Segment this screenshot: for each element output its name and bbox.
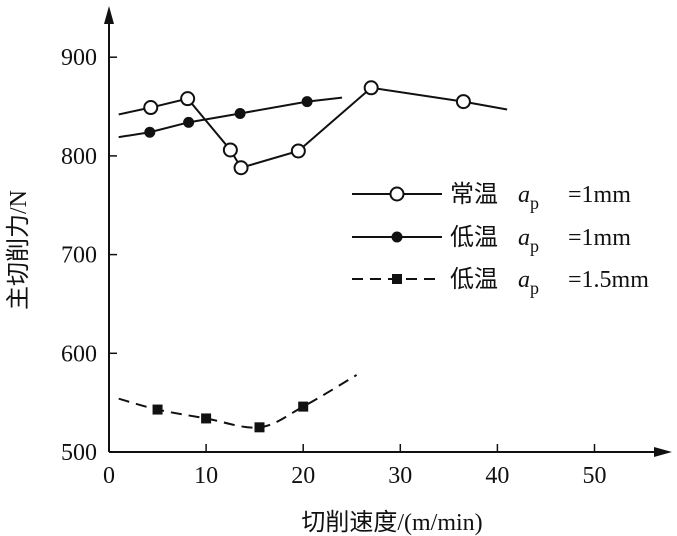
x-tick-label: 20 [291,463,315,489]
tick-labels: 0 10 20 30 40 50 500 600 700 800 900 [61,45,607,489]
legend-ap-value: =1.5mm [568,267,649,293]
legend-series-name: 低温 [450,266,498,293]
legend-item: 低温 ap =1.5mm [352,266,649,298]
series-2-point [183,116,195,128]
legend-ap-value: =1mm [568,182,631,208]
series-3-point [152,404,163,415]
series-1-point [180,91,196,107]
legend-ap-value: =1mm [568,225,631,251]
series-curves [118,86,508,429]
legend-ap-label: ap [518,267,539,298]
axes [104,6,672,457]
series-2-point [234,107,246,119]
ap-symbol: a [518,225,530,251]
legend-series-name: 低温 [450,224,498,251]
ap-subscript: p [530,278,539,298]
x-tick-label: 30 [388,463,412,489]
series-markers [143,80,471,433]
series-1-point [222,142,238,158]
series-2-point [144,126,156,138]
x-tick-label: 10 [194,463,218,489]
x-tick-label: 50 [583,463,607,489]
legend-marker [392,274,402,284]
series-2-point [301,96,313,108]
series-3-line [118,374,358,429]
x-axis-arrow [654,447,672,457]
x-tick-label: 0 [103,463,115,489]
y-tick-label: 900 [61,45,97,71]
y-axis-title: 主切削力/N [5,190,32,310]
legend-item: 常温 ap =1mm [352,181,631,213]
y-axis-arrow [104,6,114,24]
legend-marker [391,231,403,243]
ap-symbol: a [518,267,530,293]
series-3-point [254,422,265,433]
series-1-point [143,100,159,116]
y-tick-label: 700 [61,243,97,269]
x-axis-title: 切削速度/(m/min) [301,509,482,536]
y-tick-label: 800 [61,144,97,170]
legend-item: 低温 ap =1mm [352,224,631,256]
ap-symbol: a [518,182,530,208]
legend-marker [389,186,405,202]
series-3-point [201,413,212,424]
y-tick-label: 600 [61,341,97,367]
legend-ap-label: ap [518,182,539,213]
series-1-line [118,86,508,169]
series-1-point [290,143,306,159]
ap-subscript: p [530,193,539,213]
legend-series-name: 常温 [450,181,498,208]
x-tick-label: 40 [485,463,509,489]
series-1-point [233,160,249,176]
series-1-point [363,80,379,96]
legend-ap-label: ap [518,225,539,256]
series-3-point [298,401,309,412]
series-1-point [455,94,471,110]
ap-subscript: p [530,236,539,256]
y-tick-label: 500 [61,440,97,466]
